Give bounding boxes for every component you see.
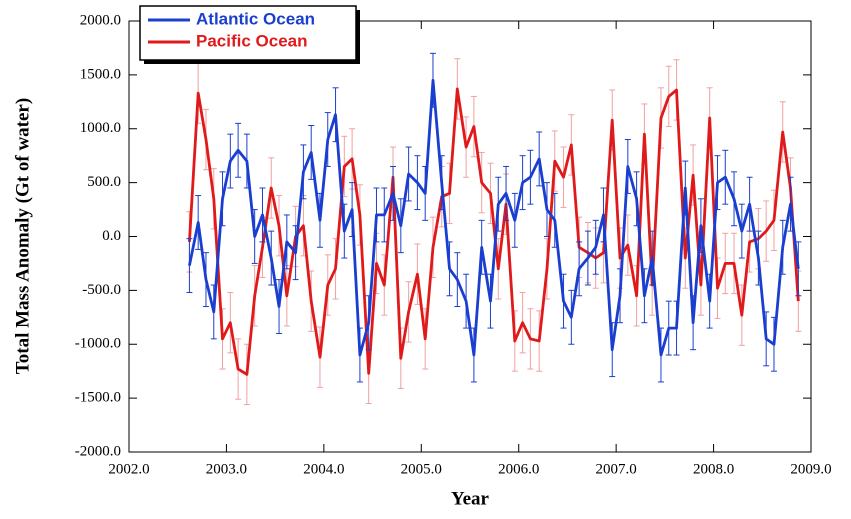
y-tick-label: -2000.0 (75, 443, 121, 459)
y-tick-label: -1000.0 (75, 336, 121, 352)
plot-frame (128, 20, 812, 453)
legend-label: Pacific Ocean (196, 31, 308, 50)
y-tick-label: 2000.0 (80, 12, 121, 28)
legend-label: Atlantic Ocean (196, 9, 315, 28)
x-tick-label: 2004.0 (303, 461, 344, 477)
x-tick-label: 2007.0 (596, 461, 637, 477)
legend-box (139, 5, 357, 61)
x-axis-label: Year (451, 488, 490, 509)
x-tick-label: 2005.0 (401, 461, 442, 477)
y-tick-label: 1000.0 (80, 120, 121, 136)
y-tick-label: -1500.0 (75, 390, 121, 406)
x-tick-label: 2002.0 (108, 461, 149, 477)
series-line (188, 78, 800, 357)
y-tick-label: 0.0 (102, 228, 121, 244)
x-tick-label: 2006.0 (498, 461, 539, 477)
x-tick-label: 2003.0 (206, 461, 247, 477)
y-tick-label: 500.0 (87, 174, 121, 190)
series-line (188, 87, 800, 376)
x-tick-label: 2009.0 (790, 461, 831, 477)
y-axis-label: Total Mass Anomaly (Gt of water) (12, 98, 33, 374)
y-tick-label: -500.0 (82, 282, 121, 298)
y-tick-label: 1500.0 (80, 66, 121, 82)
x-tick-label: 2008.0 (693, 461, 734, 477)
